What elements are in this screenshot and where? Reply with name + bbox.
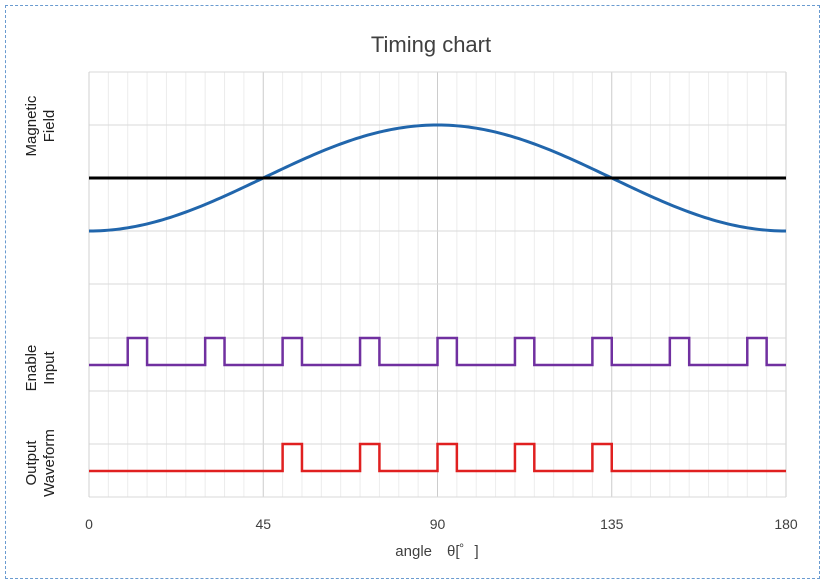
chart-title: Timing chart (371, 32, 491, 57)
panel-label: MagneticField (23, 95, 58, 156)
panel-label-line: Input (41, 350, 58, 384)
magnetic-field-curve (88, 123, 787, 233)
x-axis-label: angle θ[゜] (395, 543, 478, 560)
x-tick-label: 90 (430, 516, 446, 532)
panel-2: OutputWaveform (23, 429, 786, 497)
panel-label: EnableInput (23, 345, 58, 392)
panel-1: EnableInput (23, 336, 786, 392)
output-waveform (89, 442, 786, 473)
x-tick-label: 135 (600, 516, 624, 532)
panel-label-line: Magnetic (23, 95, 40, 156)
x-tick-label: 45 (255, 516, 271, 532)
panels: MagneticField EnableInput OutputWaveform (23, 95, 787, 497)
enable-input-waveform (89, 336, 786, 367)
x-tick-label: 0 (85, 516, 93, 532)
grid (88, 71, 787, 498)
panel-label-line: Waveform (41, 429, 58, 497)
panel-label: OutputWaveform (23, 429, 58, 497)
x-ticks: 0 45 90 135 180 (85, 516, 798, 532)
panel-label-line: Output (23, 440, 40, 486)
chart-frame (5, 5, 820, 579)
panel-label-line: Enable (23, 345, 40, 392)
panel-0: MagneticField (23, 95, 787, 233)
x-tick-label: 180 (774, 516, 798, 532)
panel-label-line: Field (41, 110, 58, 143)
